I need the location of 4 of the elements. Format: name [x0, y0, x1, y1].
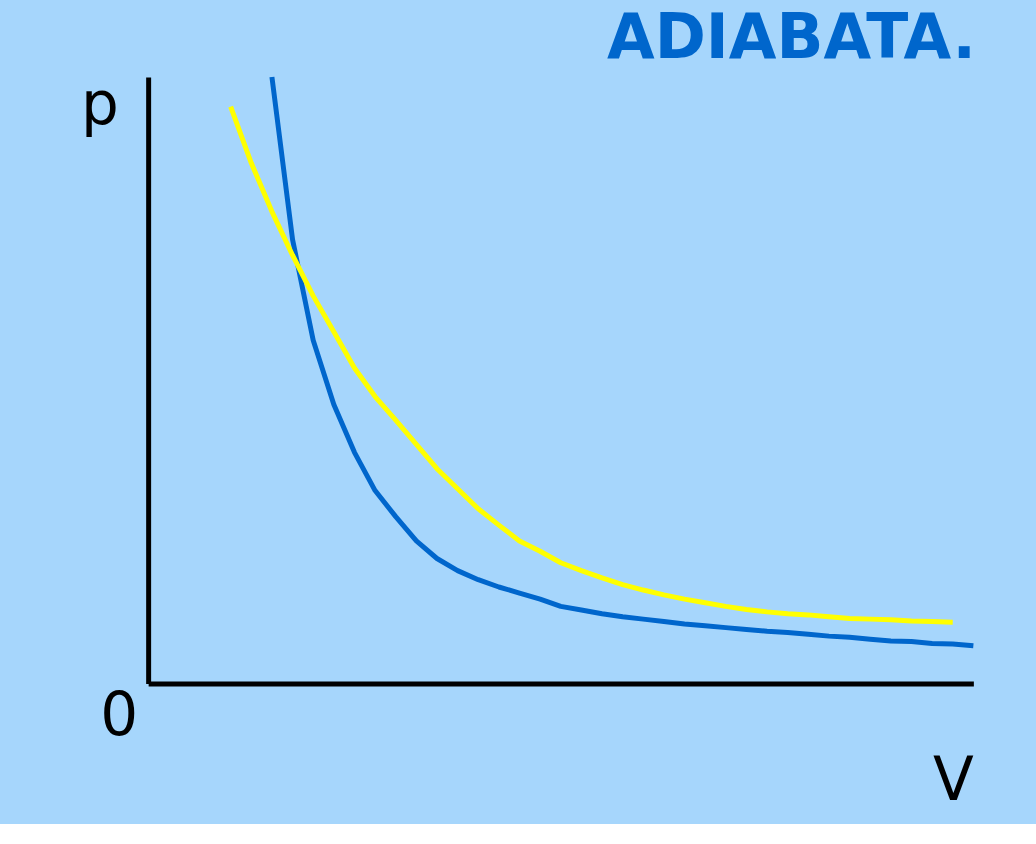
chart-title: ADIABATA. — [606, 0, 976, 73]
text: 0 — [100, 680, 139, 750]
x-axis-title: V — [933, 745, 975, 815]
y-axis-title: p — [80, 69, 119, 139]
